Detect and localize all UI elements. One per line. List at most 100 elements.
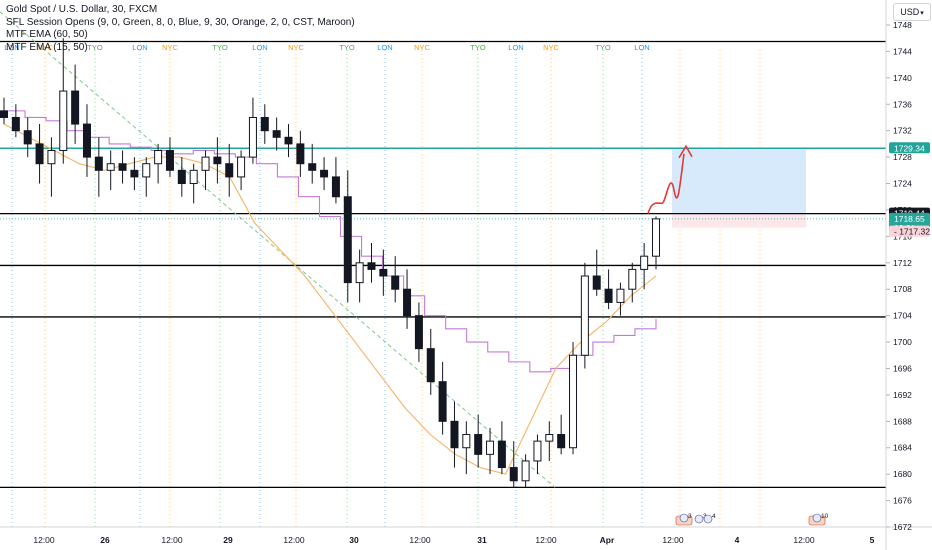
y-tick-label: 1744 <box>893 46 912 56</box>
candle-body <box>94 156 103 171</box>
session-label: NYC <box>288 43 304 52</box>
candle-body <box>367 262 376 270</box>
y-tick-label: 1684 <box>893 443 912 453</box>
projection-arrow[interactable] <box>647 144 693 214</box>
currency-button[interactable]: USD▾ <box>893 3 931 21</box>
candle-body <box>308 163 317 171</box>
symbol-title[interactable]: Gold Spot / U.S. Dollar, 30, FXCM <box>6 4 158 15</box>
session-label: NYC <box>414 43 430 52</box>
candle-body <box>379 268 388 277</box>
candle-body <box>486 440 495 455</box>
candle-body <box>331 176 340 198</box>
y-tick-label: 1688 <box>893 416 912 426</box>
candles <box>0 38 660 488</box>
price-tag-bg <box>889 225 930 237</box>
candle-body <box>165 150 174 171</box>
event-icon <box>694 514 704 524</box>
x-tick-label: 31 <box>477 535 487 545</box>
x-tick-label: 26 <box>100 535 110 545</box>
x-tick-label: 4 <box>735 535 740 545</box>
y-tick-label: 1736 <box>893 99 912 109</box>
y-tick-label: 1740 <box>893 73 912 83</box>
indicator-ema-60[interactable]: MTF EMA (60, 50) <box>6 29 88 40</box>
candle-body <box>497 440 506 469</box>
arrow-head-icon <box>678 144 693 159</box>
projection-path <box>647 153 685 214</box>
x-tick-label: 29 <box>223 535 233 545</box>
session-label: LON <box>377 43 392 52</box>
candle-body <box>154 150 163 165</box>
y-tick-label: 1704 <box>893 311 912 321</box>
y-tick-label: 1700 <box>893 337 912 347</box>
session-label: NYC <box>37 43 53 52</box>
x-tick-label: 12:00 <box>535 535 557 545</box>
candle-body <box>59 90 68 152</box>
candle-body <box>414 315 423 350</box>
trendline[interactable] <box>0 11 556 488</box>
candle-body <box>248 116 257 158</box>
x-tick-label: 12:00 <box>161 535 183 545</box>
candle-body <box>640 255 649 270</box>
price-tag-label: - 1717.32 <box>894 227 930 237</box>
candle-body <box>284 136 293 145</box>
event-icons[interactable]: 33410 <box>675 513 829 526</box>
x-tick-label: 12:00 <box>283 535 305 545</box>
candle-body <box>462 434 471 449</box>
y-tick-label: 1692 <box>893 390 912 400</box>
candle-body <box>213 156 222 165</box>
session-label: NYC <box>162 43 178 52</box>
target-zone <box>672 148 806 214</box>
candle-body <box>201 156 210 171</box>
candle-body <box>569 354 578 449</box>
candle-body <box>450 420 459 449</box>
x-tick-label: 30 <box>349 535 359 545</box>
candle-body <box>533 440 542 462</box>
candle-body <box>23 130 32 145</box>
position-boxes <box>672 148 806 228</box>
indicator-session-opens[interactable]: SFL Session Opens (9, 0, Green, 8, 0, Bl… <box>6 16 355 28</box>
candle-body <box>142 163 151 178</box>
candle-body <box>474 434 483 455</box>
y-tick-label: 1672 <box>893 522 912 532</box>
candle-body <box>343 196 352 284</box>
stop-zone <box>672 213 806 228</box>
candle-body <box>106 163 115 171</box>
session-label: TYO <box>595 43 611 52</box>
candle-body <box>118 163 127 171</box>
y-tick-label: 1712 <box>893 258 912 268</box>
y-tick-label: 1728 <box>893 152 912 162</box>
price-tag-label: 1718.65 <box>894 214 925 224</box>
session-label: LON <box>508 43 523 52</box>
x-tick-label: 12:00 <box>33 535 55 545</box>
x-tick-label: 5 <box>870 535 875 545</box>
session-label: TYO <box>470 43 486 52</box>
y-tick-label: 1696 <box>893 363 912 373</box>
session-label: LON <box>252 43 267 52</box>
ema-60-line <box>4 110 657 373</box>
candle-body <box>580 275 589 356</box>
price-tag-label: 1729.34 <box>894 143 925 153</box>
candle-body <box>438 381 447 422</box>
candle-body <box>652 218 660 257</box>
session-label: LON <box>634 43 649 52</box>
candle-body <box>177 169 186 185</box>
candle-body <box>225 163 234 178</box>
trendline-segment <box>0 11 556 488</box>
candle-body <box>272 130 281 138</box>
candle-body <box>189 169 198 185</box>
y-tick-label: 1676 <box>893 496 912 506</box>
candle-body <box>35 143 44 165</box>
candle-body <box>130 169 139 178</box>
candle-body <box>260 116 269 132</box>
candle-body <box>11 116 20 132</box>
horizontal-levels[interactable] <box>0 40 886 489</box>
indicator-ema-15[interactable]: MTF EMA (15, 50) <box>6 41 88 53</box>
price-tag-bg <box>889 142 930 154</box>
candle-body <box>557 434 566 449</box>
candle-body <box>545 434 554 442</box>
chart-legend: Gold Spot / U.S. Dollar, 30, FXCM SFL Se… <box>6 4 355 54</box>
candle-body <box>296 143 305 165</box>
candle-body <box>391 275 400 290</box>
